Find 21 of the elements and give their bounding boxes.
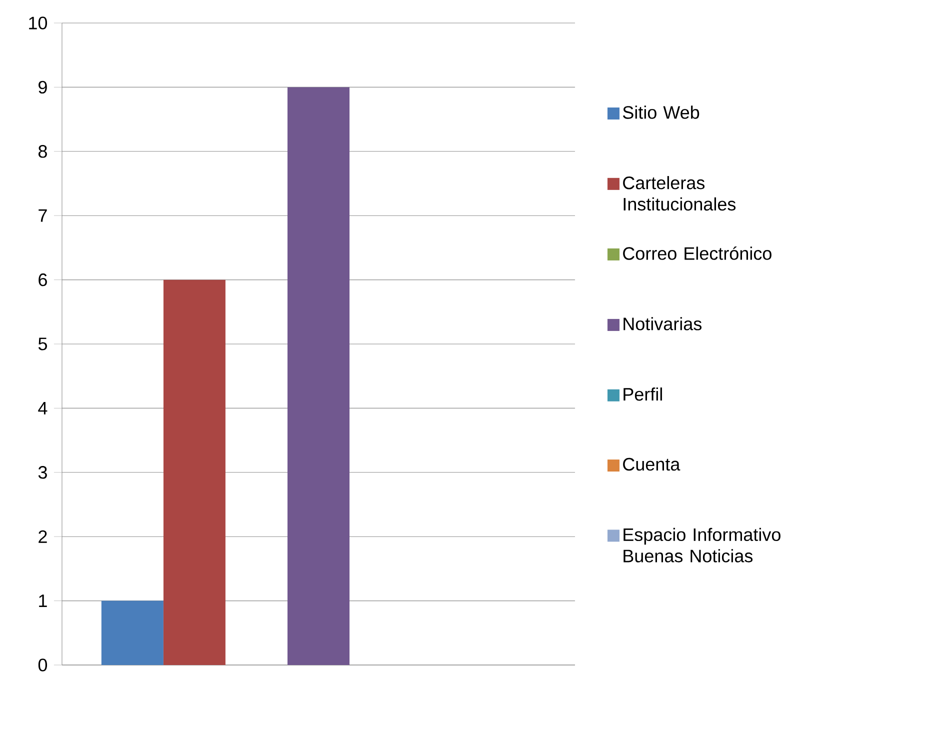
y-tick-label: 1 — [39, 594, 47, 607]
bar — [163, 280, 226, 665]
legend-label: Correo Electrónico — [623, 246, 772, 260]
y-tick-label: 5 — [38, 338, 47, 350]
legend-label: Notivarias — [624, 317, 702, 330]
y-tick-label: 3 — [38, 466, 47, 479]
legend-label: Sitio Web — [622, 106, 700, 119]
legend-label: Carteleras Institucionales — [623, 176, 736, 211]
bar — [101, 600, 164, 665]
y-tick-label: 4 — [38, 402, 48, 414]
y-tick-label: 8 — [38, 145, 47, 158]
y-tick-label: 6 — [38, 273, 47, 286]
legend-label: Espacio Informativo Buenas Noticias — [624, 528, 780, 562]
y-tick-label: 9 — [38, 80, 47, 94]
bar — [287, 87, 350, 665]
y-tick-label: 10 — [29, 16, 48, 30]
legend-label: Cuenta — [623, 458, 680, 471]
y-tick-label: 0 — [38, 658, 48, 672]
y-tick-label: 7 — [38, 209, 47, 222]
legend-label: Perfil — [624, 387, 662, 401]
y-tick-label: 2 — [38, 530, 47, 543]
